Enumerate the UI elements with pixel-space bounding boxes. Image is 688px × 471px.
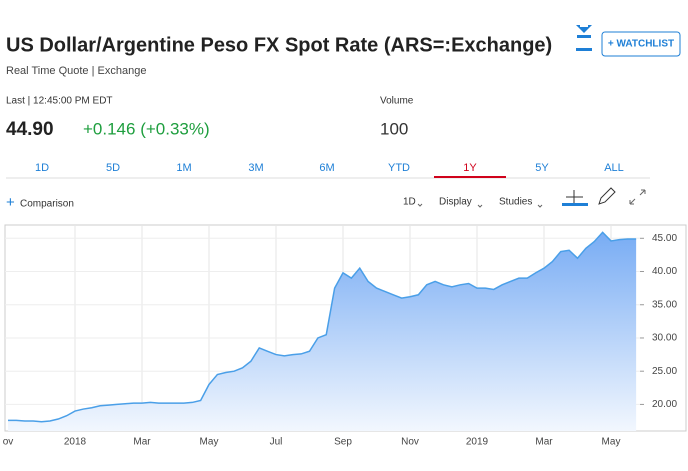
comparison-plus[interactable]: +	[6, 194, 15, 211]
tab[interactable]: 1M	[176, 162, 191, 174]
x-tick-label: 2018	[64, 437, 87, 448]
studies[interactable]: Studies	[499, 197, 532, 208]
x-tick-label: Sep	[334, 437, 352, 448]
x-tick-label: Nov	[401, 437, 419, 448]
plot: ov 2018 Mar May Jul Sep Nov 2019 Mar May 20.00 25.0…	[3, 225, 677, 448]
tabs: 1D 5D 1M 3M 6M YTD 1Y 5Y ALL	[35, 162, 624, 178]
watchlist-button[interactable]	[601, 31, 681, 57]
x-tick-label: 2019	[466, 437, 489, 448]
x-tick-label: Jul	[270, 437, 283, 448]
tab[interactable]: 5Y	[535, 162, 549, 174]
x-tick-label: May	[200, 437, 219, 448]
last-label: Last | 12:45:00 PM EDT	[6, 96, 113, 107]
tab[interactable]: YTD	[388, 162, 410, 174]
draw-tool[interactable]	[562, 190, 588, 206]
title: US Dollar/Argentine Peso FX Spot Rate (A…	[6, 34, 552, 56]
tab[interactable]: 1Y	[463, 162, 477, 174]
tab[interactable]: 6M	[319, 162, 334, 174]
x-tick-label: Mar	[535, 437, 553, 448]
display[interactable]: Display	[439, 197, 472, 208]
tab-underline	[434, 176, 506, 178]
comparison[interactable]: Comparison	[20, 199, 74, 210]
y-tick-label: 30.00	[652, 333, 677, 344]
area	[8, 232, 637, 431]
y-tick-label: 20.00	[652, 399, 677, 410]
x-tick-label: Mar	[133, 437, 151, 448]
y-tick-label: 45.00	[652, 233, 677, 244]
last-price: 44.90	[6, 119, 54, 140]
expand-icon[interactable]	[629, 189, 646, 205]
subtitle: Real Time Quote | Exchange	[6, 65, 146, 77]
watchlist-label[interactable]: + WATCHLIST	[608, 39, 674, 50]
y-tick-label: 40.00	[652, 266, 677, 277]
x-tick-label: ov	[3, 437, 14, 448]
pencil-icon[interactable]	[598, 187, 616, 205]
volume: 100	[380, 119, 408, 138]
download-icon[interactable]	[576, 25, 592, 51]
volume-label: Volume	[380, 96, 414, 107]
interval[interactable]: 1D	[403, 197, 416, 208]
tab[interactable]: 5D	[106, 162, 120, 174]
y-tick-label: 35.00	[652, 299, 677, 310]
tab[interactable]: 3M	[248, 162, 263, 174]
tab[interactable]: 1D	[35, 162, 49, 174]
line	[8, 231, 637, 423]
chevrons	[417, 203, 543, 208]
x-tick-label: May	[602, 437, 621, 448]
tab[interactable]: ALL	[604, 162, 624, 174]
price-change: +0.146 (+0.33%)	[83, 119, 210, 138]
y-tick-label: 25.00	[652, 366, 677, 377]
